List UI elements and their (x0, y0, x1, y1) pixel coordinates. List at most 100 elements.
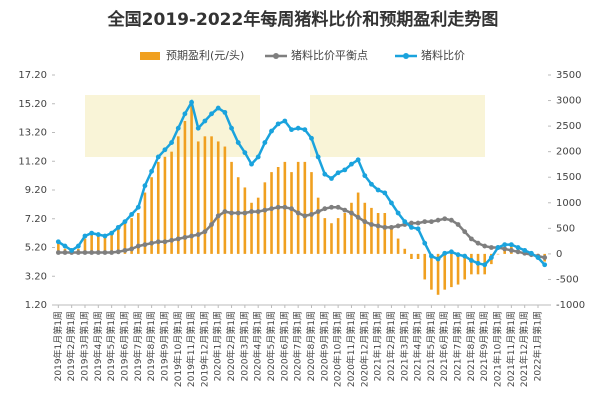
bar (250, 202, 253, 254)
bar (263, 182, 267, 254)
point (222, 209, 228, 214)
bar (410, 253, 413, 259)
point (522, 247, 528, 253)
point (229, 125, 234, 131)
bar (396, 238, 400, 254)
bar (183, 121, 187, 254)
point (175, 236, 181, 242)
point (169, 237, 174, 243)
x-tick-label: 2022年1月第1周 (532, 311, 544, 381)
point (422, 240, 428, 246)
y-tick-label: 5.20 (25, 243, 47, 254)
bar (116, 228, 120, 254)
x-tick-label: 2020年10月第1周 (332, 311, 344, 387)
x-tick-label: 2020年9月第1周 (318, 311, 330, 381)
point (515, 249, 521, 255)
point (162, 147, 168, 153)
point (482, 262, 488, 268)
point (435, 256, 441, 262)
point (429, 219, 434, 225)
point (209, 111, 214, 117)
y2-tick-label: 2000 (556, 147, 581, 158)
bar (243, 187, 247, 254)
point (62, 243, 68, 249)
x-tick-label: 2021年10月第1周 (492, 311, 504, 387)
y2-tick-label: -1000 (556, 300, 585, 311)
point (102, 233, 108, 239)
x-tick-label: 2021年11月第1周 (505, 311, 517, 387)
point (462, 253, 468, 259)
point (302, 213, 308, 219)
point (455, 222, 461, 227)
y2-tick-label: 1500 (556, 172, 581, 183)
x-tick-label: 2019年3月第1周 (78, 311, 90, 381)
x-tick-label: 2019年10月第1周 (172, 311, 184, 387)
bar (196, 141, 200, 254)
bar (443, 253, 447, 290)
y2-tick-label: 1000 (556, 198, 581, 209)
x-tick-label: 2021年8月第1周 (465, 311, 477, 381)
point (135, 243, 141, 249)
bar (370, 207, 373, 254)
y2-tick-label: 2500 (556, 121, 581, 132)
bar (176, 136, 180, 254)
point (249, 209, 254, 214)
bar (463, 253, 467, 280)
y-tick-label: 17.20 (18, 70, 47, 81)
point (289, 127, 294, 133)
point (115, 249, 121, 255)
bar (383, 213, 387, 254)
bar (150, 177, 153, 254)
x-tick-label: 2021年12月第1周 (518, 311, 530, 387)
legend-swatch (140, 52, 160, 60)
point (315, 154, 321, 160)
bar (123, 223, 127, 254)
y-tick-label: 13.20 (18, 128, 47, 139)
point (488, 245, 494, 250)
bar (210, 136, 213, 254)
point (322, 206, 328, 212)
point (142, 183, 148, 189)
bar (343, 213, 347, 254)
point (402, 219, 408, 225)
bar (330, 223, 333, 254)
point (409, 220, 414, 226)
bar (403, 248, 407, 254)
bar (303, 161, 307, 254)
bar (423, 253, 427, 280)
point (375, 223, 381, 229)
point (389, 224, 394, 230)
point (395, 210, 401, 216)
point (442, 250, 448, 256)
bar (143, 192, 147, 254)
point (75, 250, 81, 255)
point (502, 242, 508, 248)
point (109, 250, 115, 255)
point (415, 226, 421, 232)
point (468, 258, 474, 263)
point (62, 250, 68, 255)
bar (203, 136, 207, 254)
point (129, 246, 135, 252)
y-tick-label: 15.20 (18, 99, 47, 110)
x-tick-label: 2020年4月第1周 (252, 311, 264, 381)
point (395, 223, 401, 229)
bar (256, 197, 260, 254)
x-tick-label: 2019年8月第1周 (145, 311, 157, 381)
point (262, 207, 268, 213)
bar (110, 233, 113, 254)
point (255, 154, 261, 160)
bar (350, 202, 353, 254)
bar (190, 105, 193, 254)
x-tick-label: 2020年12月第1周 (358, 311, 370, 387)
bar (456, 253, 460, 285)
bar (276, 167, 280, 254)
x-tick-label: 2020年1月第1周 (212, 311, 224, 381)
bar (163, 156, 167, 254)
y2-tick-label: 3000 (556, 96, 581, 107)
point (475, 240, 481, 246)
point (375, 187, 381, 193)
bar (83, 238, 87, 254)
